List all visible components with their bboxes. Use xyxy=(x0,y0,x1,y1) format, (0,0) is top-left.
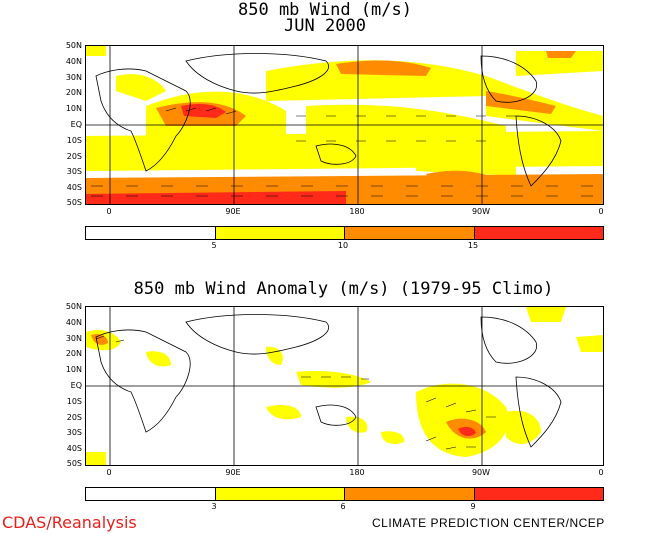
bottom-lon-label: 0 xyxy=(106,468,112,477)
bottom-lat-label: 30S xyxy=(66,428,82,437)
top-shading-red xyxy=(86,104,346,204)
top-title-line1: 850 mb Wind (m/s) xyxy=(238,0,412,20)
top-lat-label: 50N xyxy=(65,41,82,50)
top-lat-label: 40S xyxy=(66,183,82,192)
bottom-lon-label: 0 xyxy=(598,468,604,477)
bottom-colorbar-segment xyxy=(86,488,216,500)
top-lon-label: 90E xyxy=(225,207,241,216)
bottom-lat-label: 20N xyxy=(65,349,82,358)
bottom-coastlines xyxy=(95,314,562,448)
bottom-lat-label: 50S xyxy=(66,459,82,468)
top-lat-label: 40N xyxy=(65,57,82,66)
bottom-lon-label: 180 xyxy=(349,468,365,477)
top-title-line2: JUN 2000 xyxy=(284,16,366,36)
top-lat-label: EQ xyxy=(70,120,82,129)
top-lon-label: 0 xyxy=(598,207,604,216)
bottom-anomaly-map xyxy=(85,306,604,466)
bottom-lat-label: 10S xyxy=(66,397,82,406)
top-coastlines xyxy=(95,53,562,187)
bottom-lon-label: 90W xyxy=(471,468,491,477)
top-colorbar-label: 10 xyxy=(337,241,349,250)
bottom-colorbar-segment xyxy=(215,488,345,500)
top-colorbar-segment xyxy=(474,227,603,239)
top-lon-label: 0 xyxy=(106,207,112,216)
top-colorbar-label: 15 xyxy=(467,241,479,250)
top-wind-map-svg xyxy=(86,46,603,204)
bottom-colorbar-label: 3 xyxy=(211,502,217,511)
bottom-shading-red xyxy=(458,426,476,437)
top-lat-label: 50S xyxy=(66,198,82,207)
top-colorbar-segment xyxy=(86,227,216,239)
footer-source-label: CDAS/Reanalysis xyxy=(2,513,137,532)
bottom-colorbar-segment xyxy=(474,488,603,500)
bottom-lat-label: 40S xyxy=(66,444,82,453)
bottom-colorbar-label: 6 xyxy=(340,502,346,511)
bottom-lat-label: 20S xyxy=(66,413,82,422)
bottom-anomaly-map-svg xyxy=(86,307,603,465)
bottom-colorbar xyxy=(85,487,604,501)
top-wind-vectors xyxy=(91,107,593,197)
top-lat-label: 10N xyxy=(65,104,82,113)
top-lat-label: 30S xyxy=(66,167,82,176)
top-colorbar-segment xyxy=(345,227,475,239)
top-wind-map xyxy=(85,45,604,205)
bottom-colorbar-segment xyxy=(345,488,475,500)
top-colorbar xyxy=(85,226,604,240)
top-colorbar-label: 5 xyxy=(211,241,217,250)
top-colorbar-segment xyxy=(215,227,345,239)
top-lat-label: 10S xyxy=(66,136,82,145)
top-shading-yellow xyxy=(86,46,603,176)
bottom-lat-label: 50N xyxy=(65,302,82,311)
top-lon-label: 90W xyxy=(471,207,491,216)
top-lat-label: 20N xyxy=(65,88,82,97)
bottom-colorbar-label: 9 xyxy=(470,502,476,511)
top-lat-label: 20S xyxy=(66,152,82,161)
bottom-lat-label: 40N xyxy=(65,318,82,327)
bottom-lat-label: 10N xyxy=(65,365,82,374)
top-lat-label: 30N xyxy=(65,73,82,82)
footer-credit-label: CLIMATE PREDICTION CENTER/NCEP xyxy=(372,516,605,530)
top-lon-label: 180 xyxy=(349,207,365,216)
bottom-wind-vectors xyxy=(95,335,496,450)
bottom-lon-label: 90E xyxy=(225,468,241,477)
bottom-title: 850 mb Wind Anomaly (m/s) (1979-95 Climo… xyxy=(133,279,554,299)
bottom-lat-label: 30N xyxy=(65,334,82,343)
bottom-lat-label: EQ xyxy=(70,381,82,390)
